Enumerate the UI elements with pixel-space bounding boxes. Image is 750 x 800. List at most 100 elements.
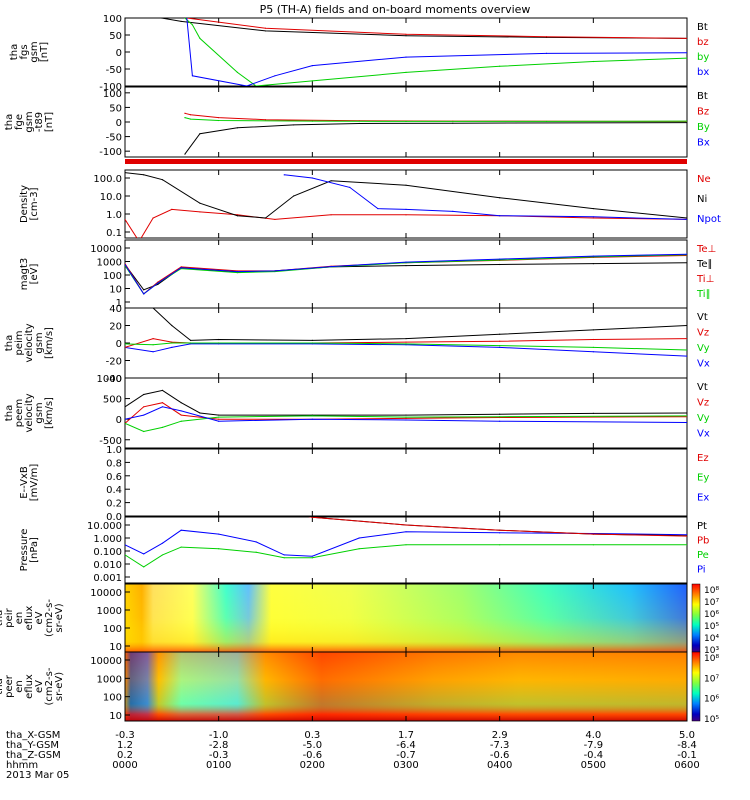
data-point	[293, 124, 295, 126]
legend-Ti⊥: Ti⊥	[696, 274, 714, 285]
data-point	[499, 197, 501, 199]
data-point	[311, 555, 313, 557]
data-point	[143, 430, 145, 433]
y-axis-label-line: tha	[0, 610, 5, 626]
y-tick-label: 10000	[90, 244, 122, 255]
data-point	[592, 217, 594, 219]
data-point	[199, 133, 201, 135]
legend-bz: bz	[697, 37, 709, 48]
y-axis-label-line: velocity	[24, 323, 35, 362]
data-point	[330, 265, 332, 268]
y-tick-label: 100	[103, 89, 122, 100]
data-point	[246, 85, 248, 86]
y-axis-label-line: peem	[14, 399, 25, 427]
data-point	[184, 18, 186, 19]
x-axis-value: -0.3	[209, 750, 229, 761]
y-axis-label-line: tha	[4, 335, 15, 351]
colorbar-tick-label: 10⁴	[704, 634, 719, 644]
legend-Te⊥: Te⊥	[696, 244, 716, 255]
data-point	[405, 544, 407, 546]
legend-Vz: Vz	[697, 328, 709, 339]
data-point	[592, 544, 594, 546]
y-axis-label-peer_spec: tha peer en eflux eV (cm2-s-sr-eV)	[0, 667, 65, 705]
data-point	[405, 35, 407, 37]
data-flag-bar	[125, 159, 687, 164]
y-tick-label: -500	[99, 436, 122, 447]
data-point	[143, 393, 145, 396]
series-line-Bt	[184, 122, 687, 155]
data-point	[189, 342, 192, 344]
y-axis-label-line: tha	[0, 678, 5, 694]
legend-Pt: Pt	[697, 521, 707, 532]
data-point	[171, 342, 173, 344]
x-axis-value: 0400	[487, 760, 512, 771]
colorbar-tick-label: 10⁶	[704, 610, 719, 620]
series-line-Ti∥	[125, 254, 687, 295]
y-axis-label-line: tha	[4, 405, 15, 421]
y-axis-label-line: [km/s]	[44, 327, 55, 359]
y-tick-label: 1000	[97, 606, 122, 617]
x-axis-value: 2.9	[492, 730, 508, 741]
data-point	[452, 210, 454, 212]
data-point	[171, 324, 173, 327]
y-axis-label-line: gsm	[34, 402, 45, 423]
y-tick-label: 0.6	[106, 472, 122, 483]
y-axis-label-line: [nT]	[44, 112, 55, 132]
legend-Vt: Vt	[697, 312, 708, 323]
data-point	[161, 426, 164, 429]
data-point	[125, 544, 126, 546]
data-point	[218, 119, 220, 122]
series-line-Vx	[125, 343, 687, 357]
y-axis-label-line: peim	[14, 330, 25, 355]
x-axis-value: 0.3	[304, 730, 320, 741]
data-point	[405, 264, 407, 267]
x-axis-value: 0500	[581, 760, 606, 771]
data-point	[161, 406, 164, 408]
data-point	[592, 207, 594, 210]
plot-frame	[124, 239, 688, 309]
y-tick-label: 1000	[97, 258, 122, 269]
data-point	[264, 119, 267, 121]
data-point	[686, 121, 687, 124]
data-point	[236, 127, 238, 129]
data-point	[171, 208, 173, 211]
y-tick-label: 100	[103, 14, 122, 25]
x-axis-value: -7.3	[490, 740, 510, 751]
y-axis-label-line: (cm2-s-	[44, 667, 55, 705]
data-point	[592, 216, 594, 218]
data-point	[499, 263, 501, 266]
y-axis-label-line: sr-eV)	[54, 603, 65, 632]
data-point	[499, 529, 501, 531]
data-point	[499, 215, 501, 217]
data-point	[592, 60, 594, 63]
data-point	[199, 202, 201, 204]
y-tick-label: 50	[109, 103, 122, 114]
legend-Vy: Vy	[697, 413, 710, 424]
series-line-Vt	[125, 308, 687, 341]
data-point	[311, 517, 313, 518]
y-axis-label-line: E--VxB	[19, 466, 30, 499]
series-group	[125, 171, 687, 238]
y-tick-label: 50	[109, 31, 122, 42]
data-point	[199, 37, 201, 40]
series-line-Vt	[125, 389, 687, 416]
series-line-bz	[186, 18, 687, 39]
legend-Bx: Bx	[697, 138, 710, 149]
y-axis-label-peir_spec: tha peir en eflux eV (cm2-s-sr-eV)	[0, 599, 65, 637]
data-point	[171, 341, 173, 343]
legend-Bz: Bz	[697, 107, 709, 118]
panel-peem_velocity: tha peem velocity gsm [km/s] 1000 500 0 -500 Vt Vz…	[4, 374, 710, 449]
data-point	[184, 112, 186, 114]
legend-Vz: Vz	[697, 398, 709, 409]
data-point	[358, 548, 360, 550]
data-point	[686, 535, 687, 537]
data-point	[218, 343, 220, 345]
data-point	[125, 218, 126, 221]
data-point	[311, 418, 313, 420]
data-point	[686, 338, 687, 340]
series-line-Te∥	[125, 262, 687, 291]
colorbar-tick-label: 10³	[704, 646, 719, 656]
data-point	[686, 355, 687, 357]
data-point	[452, 122, 454, 124]
data-point	[545, 52, 548, 54]
